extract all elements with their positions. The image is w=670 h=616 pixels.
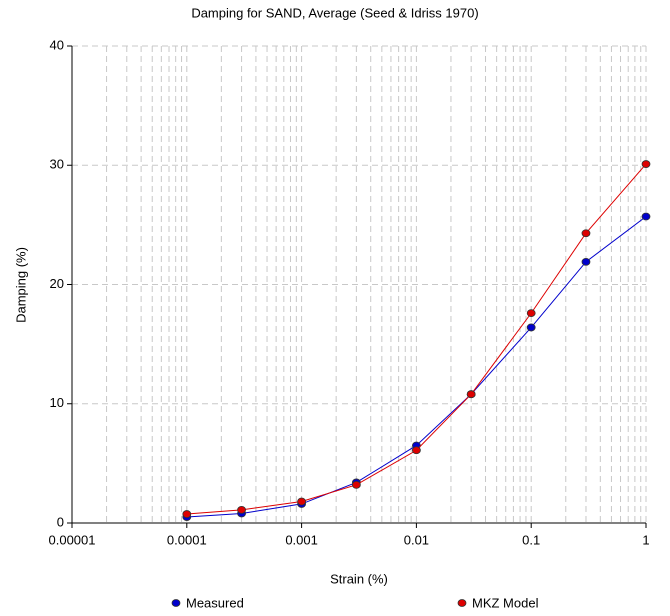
- data-point: [581, 257, 591, 266]
- data-point: [526, 309, 536, 318]
- data-point: [641, 160, 651, 168]
- legend-marker: [171, 599, 181, 607]
- y-tick-label: 0: [57, 514, 64, 529]
- legend-marker: [457, 599, 467, 607]
- data-point: [466, 390, 476, 399]
- data-point: [182, 510, 192, 518]
- y-tick-label: 10: [50, 395, 64, 410]
- legend-label: Measured: [186, 595, 244, 610]
- data-point: [411, 446, 421, 455]
- x-tick-label: 0.1: [522, 532, 540, 547]
- data-point: [526, 323, 536, 332]
- x-tick-label: 0.0001: [167, 532, 207, 547]
- x-tick-label: 0.01: [404, 532, 429, 547]
- y-axis-label: Damping (%): [13, 247, 28, 323]
- legend-label: MKZ Model: [472, 595, 539, 610]
- y-tick-label: 20: [50, 276, 64, 291]
- data-point: [581, 229, 591, 238]
- data-point: [237, 505, 246, 514]
- x-tick-label: 0.001: [285, 532, 318, 547]
- y-tick-label: 40: [50, 37, 64, 52]
- x-tick-label: 0.00001: [49, 532, 96, 547]
- data-point: [351, 480, 361, 489]
- y-tick-label: 30: [50, 157, 64, 172]
- data-point: [641, 212, 651, 221]
- x-axis-label: Strain (%): [330, 571, 388, 586]
- data-point: [297, 497, 307, 506]
- chart-title: Damping for SAND, Average (Seed & Idriss…: [191, 5, 478, 20]
- x-tick-label: 1: [642, 532, 649, 547]
